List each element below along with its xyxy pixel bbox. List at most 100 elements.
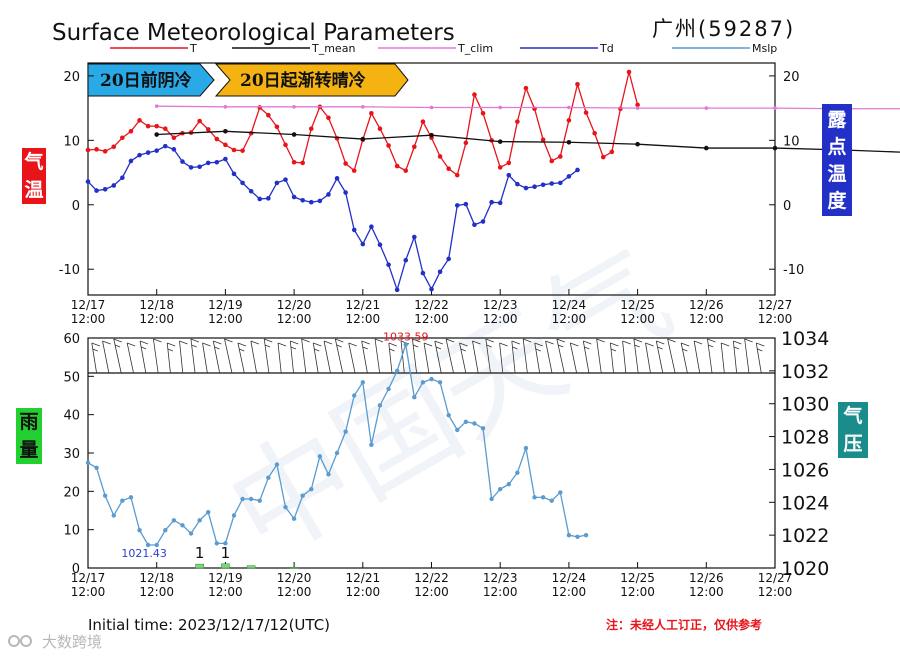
wind-barb-staff <box>250 340 257 374</box>
legend: T T_mean T_clim Td Mslp <box>110 42 777 55</box>
wind-barb-half-flag <box>435 346 442 350</box>
series-point-td <box>523 185 529 191</box>
series-point-td <box>351 227 357 233</box>
wind-barb-staff <box>388 342 393 374</box>
series-point-t <box>162 126 168 132</box>
series-point-mslp <box>480 426 486 431</box>
series-point-t <box>231 147 237 153</box>
pressure-xtick-time: 12:00 <box>414 585 449 599</box>
wind-barb-flag <box>139 340 149 345</box>
pressure-xtick-time: 12:00 <box>139 585 174 599</box>
series-point-td <box>566 174 572 179</box>
series-point-mslp <box>197 518 202 523</box>
logo-icon <box>8 635 20 647</box>
wind-barb-staff <box>622 340 627 374</box>
wind-barb-half-flag <box>314 348 320 352</box>
wind-barb-staff <box>361 340 368 374</box>
series-point-mslp <box>360 380 365 385</box>
chart-title: Surface Meteorological Parameters <box>52 20 455 46</box>
series-point-t-clim <box>292 105 296 109</box>
pressure-xtick-date: 12/24 <box>552 571 587 585</box>
disclaimer-note: 注：未经人工订正，仅供参考 <box>606 617 762 632</box>
wind-barb-half-flag <box>584 346 590 350</box>
pressure-xtick-date: 12/20 <box>277 571 312 585</box>
series-point-td <box>248 188 254 194</box>
rain-bar <box>246 565 256 569</box>
pressure-xtick-date: 12/25 <box>620 571 655 585</box>
series-point-mslp <box>523 445 529 451</box>
wind-barb-staff <box>707 338 713 374</box>
series-point-mslp <box>334 450 340 456</box>
series-point-mslp <box>498 486 503 492</box>
series-point-td <box>369 224 374 229</box>
wind-barb-half-flag <box>657 346 663 350</box>
wind-barb-flag <box>707 338 716 343</box>
series-point-t <box>420 119 426 124</box>
rain-ytick-label: 40 <box>63 409 80 424</box>
temp-xtick-time: 12:00 <box>758 312 793 326</box>
wind-barb-flag <box>361 340 370 345</box>
wind-barb-flag <box>556 338 565 343</box>
series-point-t-mean <box>566 139 572 145</box>
rain-axis-label-char-1: 雨 <box>19 411 38 433</box>
series-point-mslp <box>429 376 434 382</box>
wind-barb-staff <box>348 342 356 374</box>
series-point-td <box>403 257 409 263</box>
rain-ytick-label: 50 <box>63 370 80 385</box>
series-point-t-clim <box>154 104 159 108</box>
wind-barb-flag <box>213 340 222 345</box>
series-point-td <box>412 234 417 240</box>
series-point-t <box>618 106 623 112</box>
pressure-xtick-time: 12:00 <box>689 585 724 599</box>
td-ytick-label: 10 <box>783 134 800 149</box>
series-point-mslp <box>214 541 220 546</box>
wind-barb-flag <box>756 342 765 347</box>
series-point-t <box>326 115 331 121</box>
series-point-mslp <box>309 486 314 492</box>
wind-barb-staff <box>412 338 418 374</box>
series-point-td <box>558 180 563 186</box>
series-point-t <box>600 154 606 160</box>
series-point-t <box>145 123 151 129</box>
series-point-t <box>369 110 374 116</box>
temp-xtick-time: 12:00 <box>208 312 243 326</box>
series-point-mslp <box>154 542 159 548</box>
wind-barb-flag <box>459 342 468 347</box>
series-point-t-clim <box>773 106 777 110</box>
series-point-td <box>231 171 237 177</box>
pressure-xtick-date: 12/21 <box>346 571 381 585</box>
pressure-axis-label: 气 压 <box>838 402 868 458</box>
wind-barbs <box>91 338 765 374</box>
wind-barb-staff <box>323 340 331 374</box>
wind-barb-flag <box>335 338 344 343</box>
series-point-td <box>180 159 185 164</box>
wind-barb-staff <box>645 342 651 374</box>
series-point-t <box>540 137 546 142</box>
annotation-label: 1 <box>195 544 205 562</box>
series-point-td <box>549 181 555 186</box>
series-point-t-mean <box>223 129 228 134</box>
pressure-xtick-time: 12:00 <box>620 585 655 599</box>
temp-xtick-date: 12/22 <box>414 298 449 312</box>
series-point-td <box>102 187 108 192</box>
series-point-mslp <box>274 462 280 467</box>
series-point-td <box>480 219 486 224</box>
series-point-mslp <box>102 493 108 498</box>
wind-barb-half-flag <box>140 346 147 350</box>
series-point-t-mean <box>154 132 159 137</box>
series-point-mslp <box>145 542 151 548</box>
series-point-t <box>480 110 486 116</box>
temp-xtick-time: 12:00 <box>620 312 655 326</box>
series-point-mslp <box>128 495 134 500</box>
temp-xtick-date: 12/27 <box>758 298 793 312</box>
wind-barb-flag <box>202 342 211 347</box>
series-point-t-clim <box>704 106 709 110</box>
dewpoint-axis-label-char-1: 露 <box>827 109 847 131</box>
series-point-td <box>377 242 383 248</box>
series-point-t <box>515 119 520 124</box>
series-point-t <box>343 161 348 166</box>
wind-barb-staff <box>445 338 454 374</box>
temp-xtick-date: 12/26 <box>689 298 724 312</box>
series-point-t <box>283 142 288 148</box>
